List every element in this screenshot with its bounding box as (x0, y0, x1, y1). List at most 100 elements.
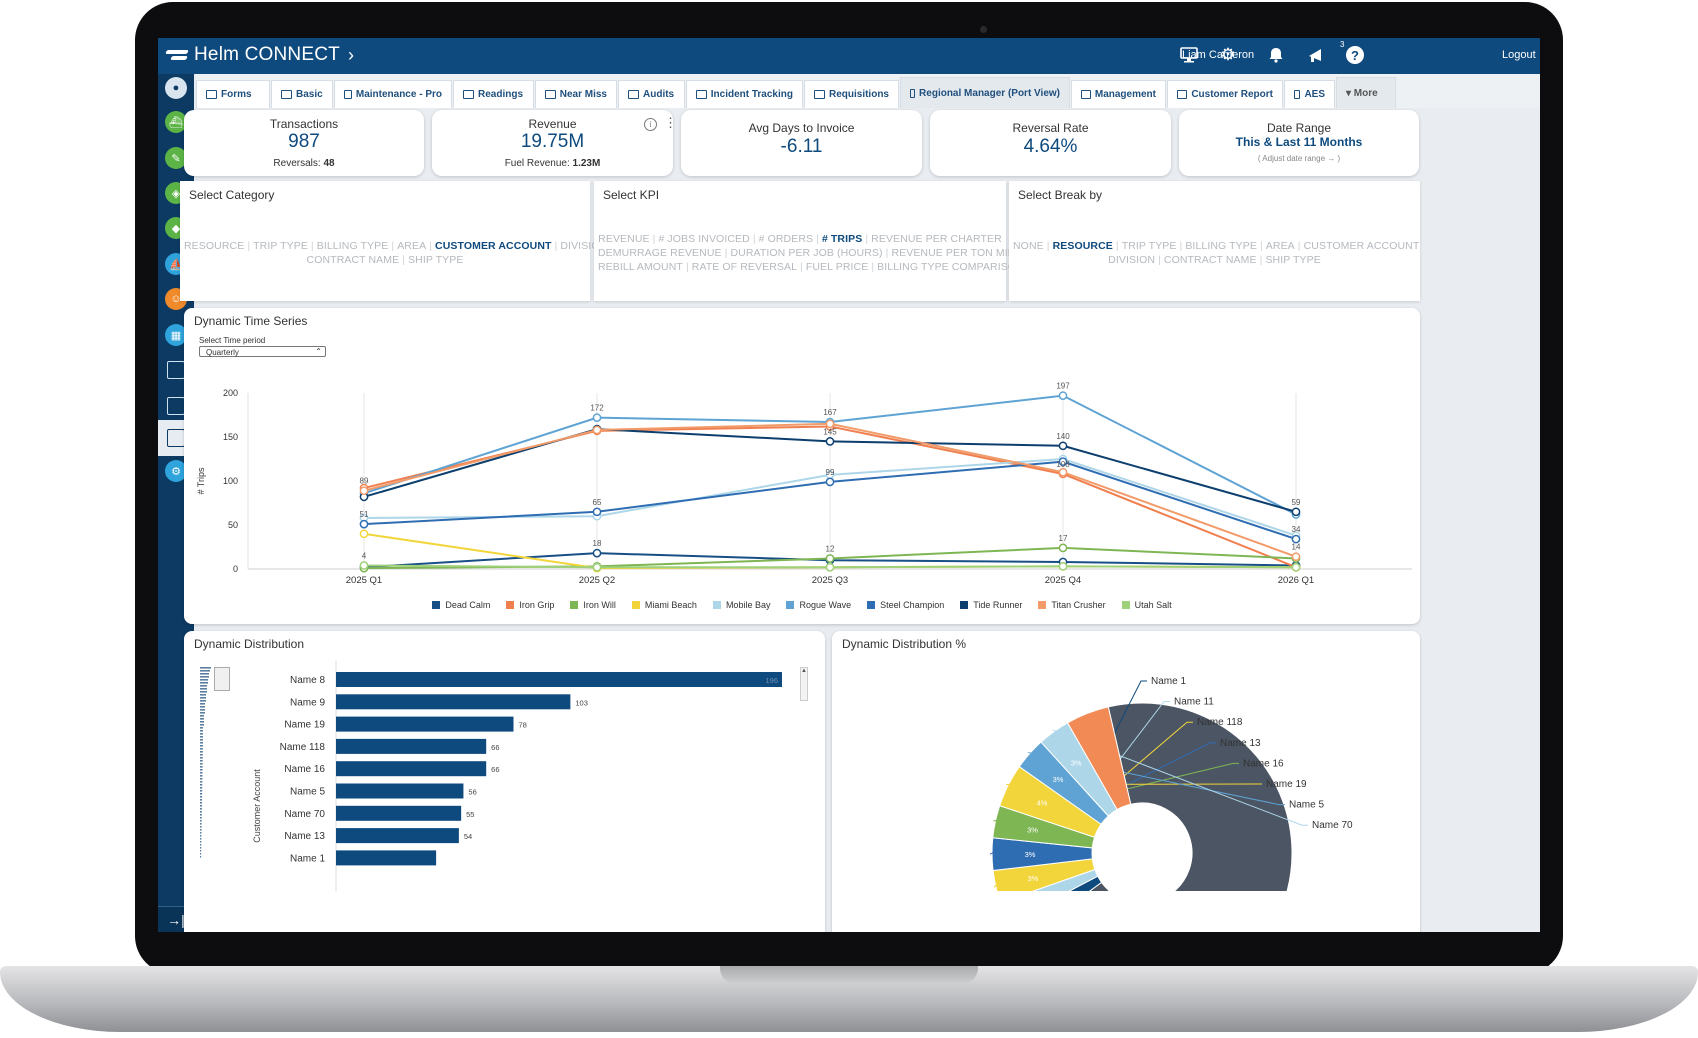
data-point-titan-crusher (592, 425, 602, 435)
break-option-customer-account[interactable]: CUSTOMER ACCOUNT (1303, 240, 1420, 252)
settings-icon[interactable]: ⚙ (165, 460, 187, 482)
tab-label: Maintenance - Pro (355, 89, 442, 100)
legend-item-mobile-bay[interactable]: Mobile Bay (712, 600, 770, 610)
legend-swatch (960, 601, 969, 609)
info-icon[interactable]: i (644, 118, 657, 131)
pie-slice-slice-0 (1084, 702, 1293, 894)
tab-forms[interactable]: Forms (196, 80, 270, 108)
navigator-bar (200, 697, 206, 699)
tab-label: Audits (643, 89, 675, 100)
navigator-bar (200, 838, 202, 840)
data-point-rogue-wave (1058, 391, 1068, 400)
category-option-customer-account[interactable]: CUSTOMER ACCOUNT (435, 240, 552, 252)
tab-label: Near Miss (559, 89, 607, 100)
logout-link[interactable]: Logout (1502, 49, 1536, 61)
report-icon[interactable] (167, 361, 185, 379)
time-period-select[interactable]: Quarterly (199, 346, 326, 357)
legend-item-utah-salt[interactable]: Utah Salt (1121, 600, 1172, 610)
kpi-option-rebill-amount[interactable]: REBILL AMOUNT (598, 261, 683, 273)
tab-more[interactable]: ▾ More (1336, 77, 1396, 108)
break-option-area[interactable]: AREA (1265, 240, 1295, 252)
kpi-sub: Fuel Revenue: 1.23M (432, 158, 673, 169)
pie-percent-label: 3% (1053, 775, 1064, 784)
break-option-contract-name[interactable]: CONTRACT NAME (1163, 254, 1257, 266)
navigator-bar (200, 673, 209, 675)
kpi-option-trips[interactable]: # TRIPS (821, 233, 863, 245)
legend-item-steel-champion[interactable]: Steel Champion (867, 600, 944, 610)
dashboard-icon[interactable] (167, 429, 185, 447)
user-icon[interactable]: ● (165, 77, 187, 99)
kpi-option-rate-of-reversal[interactable]: RATE OF REVERSAL (691, 261, 798, 273)
tab-incident-tracking[interactable]: Incident Tracking (686, 80, 803, 108)
pie-name-label: Name 5 (1289, 800, 1324, 811)
user-name[interactable]: Liam Cameron (1182, 49, 1255, 61)
navigator-bar (200, 685, 207, 687)
break-option-billing-type[interactable]: BILLING TYPE (1185, 240, 1257, 252)
navigator-bar (200, 739, 203, 741)
tab-near-miss[interactable]: Near Miss (535, 80, 617, 108)
gear-icon[interactable]: ⚙ (1220, 45, 1236, 64)
legend-item-miami-beach[interactable]: Miami Beach (631, 600, 697, 610)
tab-customer-report[interactable]: Customer Report (1167, 80, 1283, 108)
category-option-trip-type[interactable]: TRIP TYPE (253, 240, 308, 252)
app-logo[interactable]: Helm CONNECT › (166, 44, 354, 66)
help-icon[interactable]: ? (1346, 46, 1364, 64)
kpi-option-demurrage-revenue[interactable]: DEMURRAGE REVENUE (598, 247, 722, 259)
adjust-date-range-link[interactable]: ( Adjust date range → ) (1257, 154, 1341, 163)
kpi-option-revenue[interactable]: REVENUE (598, 233, 650, 245)
kpi-option-orders[interactable]: # ORDERS (758, 233, 814, 245)
break-option-ship-type[interactable]: SHIP TYPE (1265, 254, 1321, 266)
bar-category-label: Name 5 (290, 787, 325, 798)
kebab-menu-icon[interactable]: ⋮ (664, 115, 677, 130)
select-category-panel: Select Category RESOURCE | TRIP TYPE | BILLI… (180, 181, 607, 301)
chart-icon[interactable] (167, 397, 185, 415)
kpi-option-billing-type-comparison[interactable]: BILLING TYPE COMPARISON (877, 261, 1024, 273)
bar-category-label: Name 8 (290, 675, 325, 686)
break-option-resource[interactable]: RESOURCE (1052, 240, 1113, 252)
monitor-icon[interactable] (1178, 44, 1200, 66)
pie-percent-label: 3% (1071, 758, 1082, 767)
kpi-option-revenue-per-charter[interactable]: REVENUE PER CHARTER (871, 233, 1002, 245)
bar-navigator[interactable] (198, 667, 230, 861)
legend-item-titan-crusher[interactable]: Titan Crusher (1038, 600, 1106, 610)
announce-icon[interactable] (1305, 44, 1327, 66)
category-option-contract-name[interactable]: CONTRACT NAME (306, 254, 400, 266)
break-option-trip-type[interactable]: TRIP TYPE (1121, 240, 1177, 252)
category-option-area[interactable]: AREA (397, 240, 427, 252)
navigator-bar (200, 790, 203, 792)
category-option-billing-type[interactable]: BILLING TYPE (316, 240, 389, 252)
tab-maintenance-pro[interactable]: Maintenance - Pro (334, 80, 452, 108)
grid-icon[interactable]: ▦ (165, 324, 187, 346)
legend-item-tide-runner[interactable]: Tide Runner (960, 600, 1022, 610)
bell-icon[interactable] (1265, 44, 1287, 66)
data-point-tide-runner (825, 437, 835, 446)
legend-item-iron-will[interactable]: Iron Will (570, 600, 616, 610)
tab-management[interactable]: Management (1071, 80, 1166, 108)
legend-item-iron-grip[interactable]: Iron Grip (506, 600, 554, 610)
kpi-option-jobs-invoiced[interactable]: # JOBS INVOICED (658, 233, 750, 245)
tab-requisitions[interactable]: Requisitions (804, 80, 899, 108)
app-name: Helm CONNECT (194, 44, 340, 65)
break-option-none[interactable]: NONE (1013, 240, 1044, 252)
kpi-option-fuel-price[interactable]: FUEL PRICE (805, 261, 869, 273)
kpi-option-revenue-per-ton-mile[interactable]: REVENUE PER TON MILE (891, 247, 1021, 259)
ship-icon[interactable]: ⛴ (165, 111, 187, 133)
tab-regional-manager[interactable]: Regional Manager (Port View) (900, 77, 1070, 108)
kpi-label: Transactions (269, 117, 339, 131)
tab-audits[interactable]: Audits (618, 80, 685, 108)
break-option-division[interactable]: DIVISION (1108, 254, 1156, 266)
edit-icon[interactable]: ✎ (165, 147, 187, 169)
tab-basic[interactable]: Basic (271, 80, 333, 108)
kpi-option-duration-per-job-hours[interactable]: DURATION PER JOB (HOURS) (730, 247, 883, 259)
data-label: 34 (1292, 525, 1301, 534)
navigator-handle[interactable] (214, 667, 230, 691)
navigator-bar (200, 748, 203, 750)
tab-aes[interactable]: AES (1284, 80, 1335, 108)
bar-scrollbar[interactable]: ▲ (800, 667, 808, 701)
tab-readings[interactable]: Readings (453, 80, 534, 108)
legend-item-dead-calm[interactable]: Dead Calm (432, 600, 490, 610)
kpi-date-range[interactable]: Date Range This & Last 11 Months ( Adjus… (1179, 110, 1419, 176)
legend-item-rogue-wave[interactable]: Rogue Wave (786, 600, 851, 610)
category-option-resource[interactable]: RESOURCE (184, 240, 245, 252)
category-option-ship-type[interactable]: SHIP TYPE (408, 254, 464, 266)
